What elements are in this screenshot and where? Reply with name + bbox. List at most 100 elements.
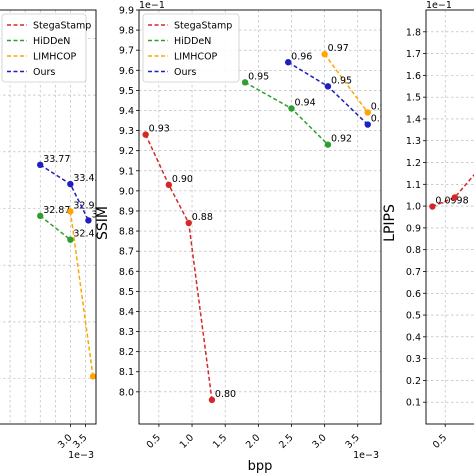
x-tick-label: 0.5 <box>145 432 163 450</box>
x-axis-label: bpp <box>248 459 273 474</box>
y-tick-label: 1.8 <box>406 27 421 38</box>
legend-label: HiDDeN <box>33 36 70 47</box>
axes-frame <box>138 9 382 425</box>
series-line <box>244 81 329 146</box>
data-label: 0.90 <box>172 174 193 185</box>
x-tick-label: 1.0 <box>178 432 196 450</box>
y-tick-label: 8.3 <box>119 327 134 338</box>
data-point <box>165 181 173 189</box>
data-label: 0.94 <box>371 101 392 112</box>
y-tick-label: 9.7 <box>119 46 134 57</box>
y-tick-label: 8.4 <box>119 307 134 318</box>
series-line <box>287 61 369 126</box>
y-tick-label: 9.9 <box>119 6 134 17</box>
data-point <box>67 208 74 215</box>
y-tick-label: 9.3 <box>119 126 134 137</box>
y-tick-label: 0.8 <box>406 245 421 256</box>
x-offset-label: 1e−3 <box>68 450 94 461</box>
y-tick-label: 8.2 <box>119 347 134 358</box>
y-tick-label: 8.5 <box>119 287 134 298</box>
data-point <box>364 109 371 116</box>
y-tick-label: 9.1 <box>119 166 134 177</box>
data-label: 0.94 <box>294 97 315 108</box>
data-label: 0.95 <box>248 71 269 82</box>
x-tick-label: 2.0 <box>244 432 262 450</box>
axes-frame <box>425 9 474 425</box>
series-line <box>69 211 94 377</box>
data-point <box>37 161 44 169</box>
y-tick-label: 0.1 <box>406 398 421 409</box>
y-tick-label: 9.4 <box>119 106 134 117</box>
legend-label: LIMHCOP <box>174 52 218 63</box>
y-tick-label: 0.4 <box>406 332 421 343</box>
series-line <box>432 173 474 208</box>
y-tick-label: 8.0 <box>119 387 134 398</box>
data-label: 0.92 <box>331 134 352 145</box>
y-tick-label: 1.5 <box>406 93 421 104</box>
plot-area: 0.93 0.90 0.88 0.80 0.95 0.94 0.92 0.97 0.94 0.96… <box>139 10 392 424</box>
y-tick-label: 9.6 <box>119 66 134 77</box>
data-label: 32.87 <box>43 205 70 216</box>
x-offset-label: 1e−3 <box>353 450 379 461</box>
data-point <box>185 219 192 227</box>
data-point <box>89 373 96 380</box>
data-point <box>324 83 332 90</box>
y-tick-label: 9.8 <box>119 26 134 37</box>
data-point <box>364 121 371 128</box>
x-tick-label: 3.0 <box>310 432 328 450</box>
y-tick-label: 0.7 <box>406 267 421 278</box>
data-point <box>451 194 458 201</box>
data-label: 0.93 <box>149 124 170 135</box>
y-tick-label: 8.8 <box>119 227 134 238</box>
y-tick-label: 0.5 <box>406 311 421 322</box>
y-tick-label: 8.9 <box>119 206 134 217</box>
y-tick-label: 8.7 <box>119 247 134 258</box>
data-label: 0.95 <box>331 75 352 86</box>
legend-label: Ours <box>174 67 196 78</box>
data-point <box>37 212 44 220</box>
y-tick-label: 0.3 <box>406 354 421 365</box>
data-label: 33.77 <box>43 154 70 165</box>
data-point <box>429 203 436 210</box>
data-label: 0.97 <box>328 43 349 54</box>
y-tick-label: 1.4 <box>406 114 421 125</box>
legend-label: Ours <box>33 67 55 78</box>
data-point <box>85 217 92 224</box>
data-point <box>284 59 292 66</box>
axes-frame <box>0 9 97 425</box>
data-point <box>67 236 74 243</box>
data-label: 32.95 <box>73 200 100 211</box>
legend-box <box>1 13 87 83</box>
x-tick-label: 3.5 <box>71 432 89 450</box>
legend-label: StegaStamp <box>174 21 232 32</box>
data-point <box>142 131 149 138</box>
series-line <box>144 134 213 400</box>
data-label: 33.43 <box>73 173 100 184</box>
legend: StegaStamp HiDDeN LIMHCOP Ours <box>142 13 240 83</box>
data-point <box>288 105 295 112</box>
y-tick-label: 1.7 <box>406 49 421 60</box>
data-point <box>241 79 249 86</box>
y-tick-label: 0.2 <box>406 376 421 387</box>
y-tick-label: 9.2 <box>119 146 134 157</box>
legend-label: HiDDeN <box>174 36 211 47</box>
y-tick-label: 0.9 <box>406 223 421 234</box>
x-tick-label: 3.5 <box>343 432 361 450</box>
panel-left: 32.8732.4532.9530.0433.7733.4332.793.03.… <box>0 9 100 461</box>
plot-area: 0.0998 <box>426 10 474 424</box>
y-tick-label: 9.5 <box>119 86 134 97</box>
data-point <box>321 51 328 58</box>
data-point <box>67 180 74 188</box>
y-tick-label: 1.1 <box>406 180 421 191</box>
data-label: 0.88 <box>192 212 213 223</box>
legend-box <box>142 13 240 83</box>
y-tick-label: 0.6 <box>406 289 421 300</box>
panel-right: 0.0998 0.1 0.2 0.3 0.4 0.5 0.6 0.7 0.8 0.9 1.0 1.1 1… <box>382 0 474 451</box>
y-tick-label: 1.0 <box>406 202 421 213</box>
y-tick-label: 8.6 <box>119 267 134 278</box>
y-axis-label: LPIPS <box>382 204 398 242</box>
y-tick-label: 8.1 <box>119 367 134 378</box>
x-tick-label: 0.5 <box>431 432 449 450</box>
